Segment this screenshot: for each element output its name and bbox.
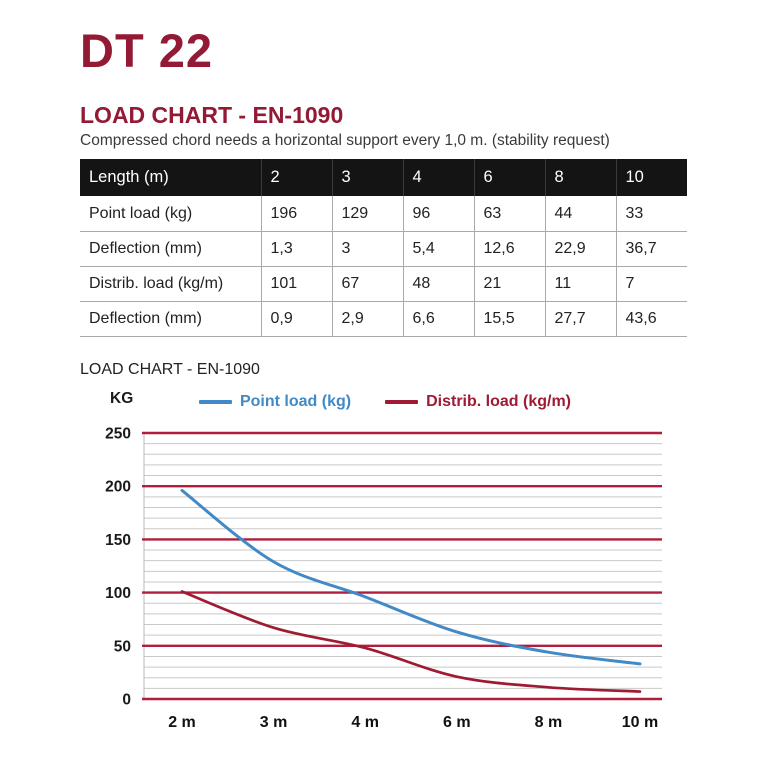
table-row: Distrib. load (kg/m) 101 67 48 21 11 7	[80, 266, 687, 302]
row-label-cell: Point load (kg)	[80, 196, 261, 232]
x-tick-label: 8 m	[535, 714, 563, 731]
chart-area: KG Point load (kg) Distrib. load (kg/m) 0…	[80, 389, 690, 739]
value-cell: 15,5	[473, 301, 545, 337]
value-cell: 43,6	[615, 301, 687, 337]
value-cell: 12,6	[473, 231, 545, 267]
table-header-value: 8	[544, 159, 616, 197]
legend-line-sample	[198, 399, 232, 404]
value-cell: 63	[473, 196, 545, 232]
y-tick-label: 50	[114, 638, 131, 655]
x-tick-label: 3 m	[260, 714, 288, 731]
table-header-value: 3	[331, 159, 403, 197]
load-table-body: Point load (kg) 196 129 96 63 44 33 Deflection …	[80, 196, 687, 337]
table-header-value: 2	[260, 159, 332, 197]
table-header-value: 4	[402, 159, 474, 197]
legend-label: Distrib. load (kg/m)	[426, 392, 571, 410]
value-cell: 33	[615, 196, 687, 232]
x-tick-label: 2 m	[168, 714, 196, 731]
value-cell: 96	[402, 196, 474, 232]
table-row: Deflection (mm) 1,3 3 5,4 12,6 22,9 36,7	[80, 231, 687, 267]
y-tick-label: 100	[105, 585, 131, 602]
legend-label: Point load (kg)	[239, 392, 352, 410]
table-header-label: Length (m)	[80, 159, 261, 197]
legend-item: Point load (kg)	[198, 392, 352, 411]
value-cell: 0,9	[260, 301, 332, 337]
x-tick-label: 10 m	[622, 714, 658, 731]
datasheet-page: DT 22 LOAD CHART - EN-1090 Compressed ch…	[80, 24, 690, 739]
value-cell: 48	[402, 266, 474, 302]
chart-heading: LOAD CHART - EN-1090	[80, 360, 260, 378]
load-table: Length (m) 2 3 4 6 8 10 Point load (kg) 196 129 9…	[80, 159, 687, 337]
row-label-cell: Distrib. load (kg/m)	[80, 266, 261, 302]
table-header-row: Length (m) 2 3 4 6 8 10	[80, 159, 687, 197]
x-tick-label: 6 m	[443, 714, 471, 731]
legend-line-sample	[385, 399, 419, 404]
value-cell: 7	[615, 266, 687, 302]
load-table-head: Length (m) 2 3 4 6 8 10	[80, 159, 687, 197]
row-label-cell: Deflection (mm)	[80, 301, 261, 337]
value-cell: 196	[260, 196, 332, 232]
y-tick-label: 250	[105, 425, 131, 442]
value-cell: 44	[544, 196, 616, 232]
value-cell: 27,7	[544, 301, 616, 337]
value-cell: 67	[331, 266, 403, 302]
value-cell: 101	[260, 266, 332, 302]
value-cell: 21	[473, 266, 545, 302]
x-tick-label: 4 m	[351, 714, 379, 731]
point-load-line	[180, 488, 642, 666]
value-cell: 129	[331, 196, 403, 232]
row-label-cell: Deflection (mm)	[80, 231, 261, 267]
value-cell: 22,9	[544, 231, 616, 267]
value-cell: 11	[544, 266, 616, 302]
table-header-value: 6	[473, 159, 545, 197]
y-tick-label: 150	[105, 532, 131, 549]
section-heading: LOAD CHART - EN-1090	[80, 102, 344, 129]
table-header-value: 10	[615, 159, 687, 197]
subtitle: Compressed chord needs a horizontal supp…	[80, 132, 610, 150]
page-title: DT 22	[80, 24, 213, 77]
distrib-load-line	[180, 590, 642, 693]
load-chart-svg: 0 50 100 150 200 250 2 m 3 m 4 m 6 m 8 m 10 m	[105, 425, 662, 731]
value-cell: 2,9	[331, 301, 403, 337]
y-tick-label: 0	[122, 691, 131, 708]
value-cell: 5,4	[402, 231, 474, 267]
value-cell: 36,7	[615, 231, 687, 267]
legend-item: Distrib. load (kg/m)	[385, 393, 571, 411]
table-row: Point load (kg) 196 129 96 63 44 33	[80, 196, 687, 232]
value-cell: 1,3	[260, 231, 332, 267]
chart-legend: KG Point load (kg) Distrib. load (kg/m)	[80, 389, 690, 415]
value-cell: 3	[331, 231, 403, 267]
y-axis-unit-label: KG	[110, 389, 134, 407]
table-row: Deflection (mm) 0,9 2,9 6,6 15,5 27,7 43,6	[80, 301, 687, 337]
y-tick-label: 200	[105, 479, 131, 496]
value-cell: 6,6	[402, 301, 474, 337]
